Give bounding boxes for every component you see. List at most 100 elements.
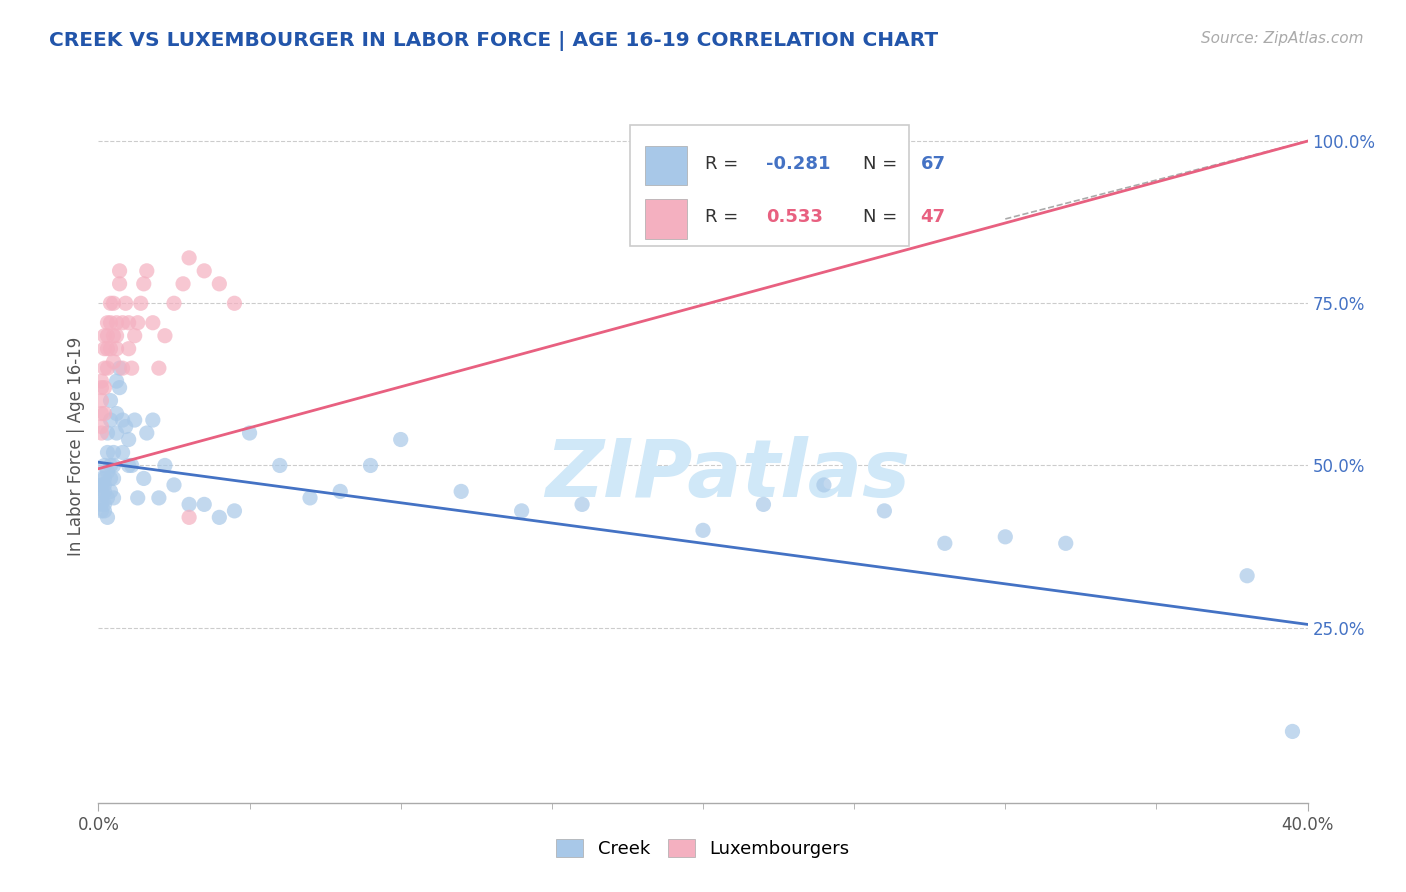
Point — [329, 484, 352, 499]
Text: Source: ZipAtlas.com: Source: ZipAtlas.com — [1201, 31, 1364, 46]
Point — [114, 296, 136, 310]
Point — [96, 510, 118, 524]
Point — [142, 413, 165, 427]
Point — [105, 328, 128, 343]
Point — [129, 296, 152, 310]
Point — [752, 497, 775, 511]
Point — [135, 425, 157, 440]
Point — [1054, 536, 1077, 550]
Point — [90, 393, 112, 408]
FancyBboxPatch shape — [645, 146, 688, 186]
Point — [118, 458, 141, 473]
Point — [90, 407, 112, 421]
Point — [93, 342, 115, 356]
Point — [90, 504, 112, 518]
Point — [153, 328, 176, 343]
Point — [114, 419, 136, 434]
Point — [93, 361, 115, 376]
Point — [100, 393, 122, 408]
Text: ZIPatlas: ZIPatlas — [544, 435, 910, 514]
Point — [108, 264, 131, 278]
Point — [90, 381, 112, 395]
Point — [124, 328, 146, 343]
Point — [1281, 724, 1303, 739]
Point — [193, 264, 215, 278]
Text: N =: N = — [863, 155, 903, 173]
Point — [127, 316, 149, 330]
Point — [208, 510, 231, 524]
Point — [90, 374, 112, 388]
Point — [93, 458, 115, 473]
Point — [153, 458, 176, 473]
Point — [93, 471, 115, 485]
Point — [90, 419, 112, 434]
Point — [108, 361, 131, 376]
Point — [105, 316, 128, 330]
Text: -0.281: -0.281 — [766, 155, 831, 173]
Point — [124, 413, 146, 427]
Point — [96, 328, 118, 343]
Point — [100, 413, 122, 427]
Point — [111, 361, 134, 376]
Point — [132, 277, 155, 291]
Point — [934, 536, 956, 550]
Point — [108, 277, 131, 291]
Point — [692, 524, 714, 538]
Point — [121, 458, 143, 473]
Point — [103, 328, 125, 343]
Point — [224, 296, 246, 310]
Point — [93, 478, 115, 492]
Point — [108, 381, 131, 395]
Point — [103, 458, 125, 473]
Point — [103, 354, 125, 368]
Point — [93, 328, 115, 343]
Point — [100, 342, 122, 356]
Point — [90, 478, 112, 492]
Point — [111, 316, 134, 330]
Text: 67: 67 — [921, 155, 946, 173]
Point — [121, 361, 143, 376]
Point — [148, 361, 170, 376]
Point — [873, 504, 896, 518]
Point — [193, 497, 215, 511]
Point — [103, 471, 125, 485]
Point — [127, 491, 149, 505]
Point — [450, 484, 472, 499]
Point — [571, 497, 593, 511]
Point — [93, 504, 115, 518]
Text: R =: R = — [706, 208, 744, 227]
Point — [105, 407, 128, 421]
Point — [118, 316, 141, 330]
FancyBboxPatch shape — [630, 125, 908, 246]
Point — [994, 530, 1017, 544]
Text: 47: 47 — [921, 208, 946, 227]
Point — [111, 413, 134, 427]
Point — [93, 497, 115, 511]
Point — [93, 381, 115, 395]
Point — [389, 433, 412, 447]
Point — [100, 471, 122, 485]
Point — [239, 425, 262, 440]
Text: N =: N = — [863, 208, 903, 227]
Point — [100, 316, 122, 330]
Point — [142, 316, 165, 330]
FancyBboxPatch shape — [645, 200, 688, 239]
Point — [96, 491, 118, 505]
Point — [100, 458, 122, 473]
Point — [103, 445, 125, 459]
Legend: Creek, Luxembourgers: Creek, Luxembourgers — [548, 831, 858, 865]
Point — [269, 458, 291, 473]
Point — [179, 510, 201, 524]
Point — [813, 478, 835, 492]
Point — [96, 361, 118, 376]
Point — [111, 445, 134, 459]
Point — [90, 425, 112, 440]
Text: 0.533: 0.533 — [766, 208, 823, 227]
Point — [163, 296, 186, 310]
Point — [96, 425, 118, 440]
Point — [163, 478, 186, 492]
Point — [179, 497, 201, 511]
Point — [96, 465, 118, 479]
Point — [360, 458, 382, 473]
Point — [118, 342, 141, 356]
